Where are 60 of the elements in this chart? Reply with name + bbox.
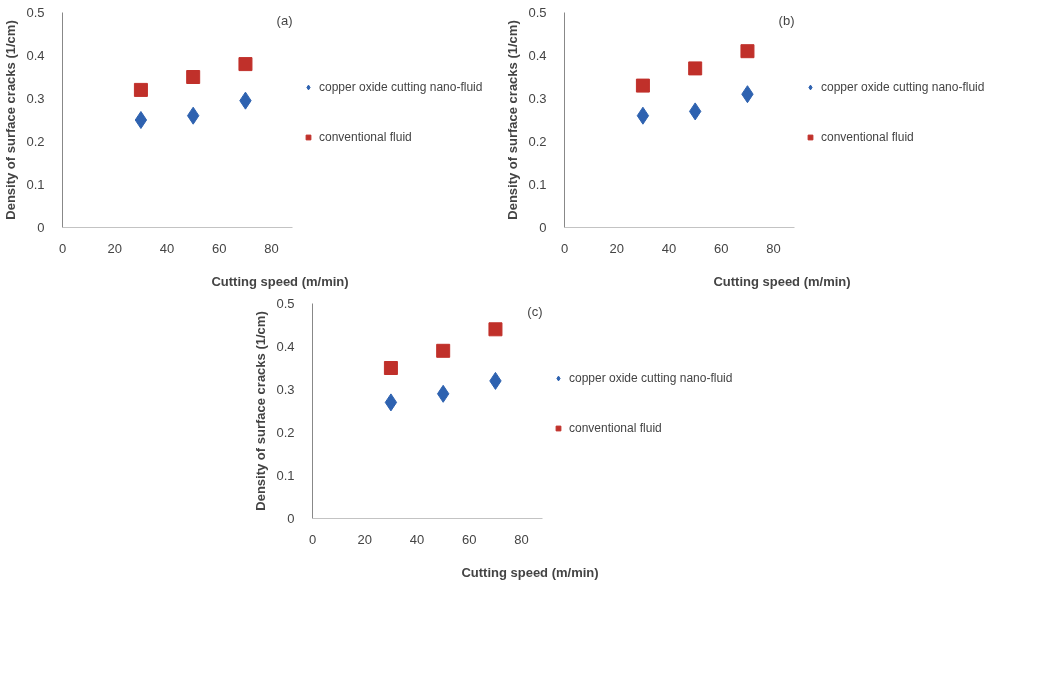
y-tick-label: 0.2: [276, 425, 295, 440]
point: [635, 78, 650, 93]
x-tick-label: 60: [714, 240, 729, 256]
x-tick-label: 20: [357, 531, 373, 547]
x-tick-label: 40: [409, 531, 425, 547]
y-tick-label: 0.2: [528, 134, 547, 149]
x-tick-label: 40: [159, 240, 175, 256]
legend-label: conventional fluid: [821, 130, 914, 144]
point: [133, 82, 148, 97]
x-axis-title: Cutting speed (m/min): [713, 273, 851, 289]
y-tick-label: 0.5: [26, 5, 45, 20]
x-tick-label: 60: [462, 531, 477, 547]
x-tick-label: 0: [58, 240, 67, 256]
x-tick-label: 0: [560, 240, 569, 256]
x-tick-label: 60: [212, 240, 227, 256]
legend-label: conventional fluid: [319, 130, 412, 144]
y-tick-label: 0.3: [26, 91, 45, 106]
legend-label: conventional fluid: [569, 421, 662, 435]
y-axis-title: Density of surface cracks (1/cm): [253, 311, 269, 511]
point: [688, 61, 703, 76]
x-axis-title: Cutting speed (m/min): [211, 273, 349, 289]
y-tick-label: 0.1: [276, 468, 295, 483]
y-axis-title: Density of surface cracks (1/cm): [505, 20, 521, 220]
x-tick-label: 20: [107, 240, 123, 256]
point: [238, 57, 253, 72]
point: [134, 111, 148, 129]
x-axis-title: Cutting speed (m/min): [461, 564, 599, 580]
y-tick-label: 0.3: [276, 382, 295, 397]
annotation: (c): [527, 303, 543, 319]
x-tick-label: 40: [661, 240, 677, 256]
legend-label: copper oxide cutting nano-fluid: [319, 80, 483, 94]
legend-label: copper oxide cutting nano-fluid: [821, 80, 985, 94]
point: [488, 322, 503, 337]
x-tick-label: 80: [264, 240, 279, 256]
annotation: (a): [276, 12, 293, 28]
y-tick-label: 0.4: [276, 339, 295, 354]
y-tick-label: 0.2: [26, 134, 45, 149]
y-tick-label: 0.1: [528, 177, 547, 192]
point: [384, 393, 398, 412]
y-tick-label: 0.3: [528, 91, 547, 106]
y-tick-label: 0.1: [26, 177, 45, 192]
point: [636, 106, 650, 125]
y-tick-label: 0: [539, 220, 547, 235]
x-tick-label: 0: [308, 531, 317, 547]
point: [186, 70, 201, 84]
x-tick-label: 20: [609, 240, 625, 256]
x-tick-label: 80: [514, 531, 529, 547]
x-tick-label: 80: [766, 240, 781, 256]
point: [740, 44, 755, 59]
y-tick-label: 0: [287, 511, 295, 526]
annotation: (b): [778, 12, 795, 28]
y-axis-title: Density of surface cracks (1/cm): [3, 20, 19, 220]
y-tick-label: 0.4: [528, 48, 547, 63]
y-tick-label: 0.5: [528, 5, 547, 20]
legend-label: copper oxide cutting nano-fluid: [569, 371, 733, 385]
y-tick-label: 0.4: [26, 48, 45, 63]
point: [436, 343, 451, 358]
y-tick-label: 0: [37, 220, 45, 235]
y-tick-label: 0.5: [276, 296, 295, 311]
point: [383, 361, 398, 375]
